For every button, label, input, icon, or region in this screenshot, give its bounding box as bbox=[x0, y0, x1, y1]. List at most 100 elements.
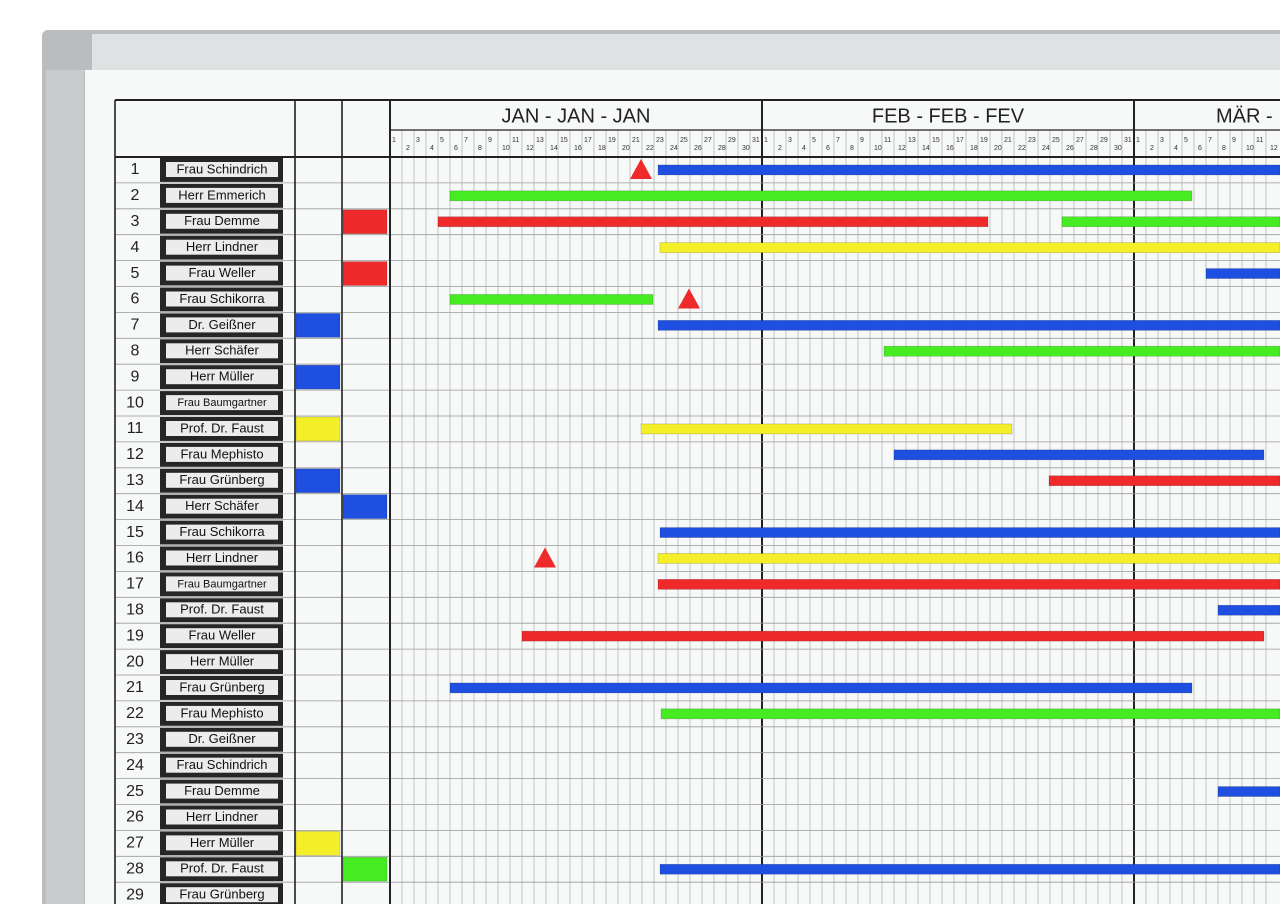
row-number: 5 bbox=[131, 265, 140, 282]
row-number: 19 bbox=[126, 627, 144, 644]
day-number: 1 bbox=[764, 137, 768, 144]
row-number: 1 bbox=[131, 161, 140, 178]
marker-bar bbox=[659, 242, 1280, 253]
day-number: 3 bbox=[1160, 137, 1164, 144]
day-number: 6 bbox=[454, 145, 458, 152]
day-number: 20 bbox=[994, 145, 1002, 152]
month-title: JAN - JAN - JAN bbox=[502, 105, 651, 127]
marker-bar bbox=[640, 423, 1013, 435]
day-number: 11 bbox=[512, 137, 519, 144]
day-number: 15 bbox=[560, 137, 568, 144]
day-number: 2 bbox=[406, 145, 410, 152]
row-number: 13 bbox=[126, 472, 144, 489]
row-number: 29 bbox=[126, 886, 144, 903]
row-number: 11 bbox=[127, 420, 144, 437]
name-strip bbox=[166, 187, 278, 203]
name-strip bbox=[166, 395, 278, 411]
marker-square bbox=[295, 468, 341, 493]
name-label: Frau Baumgartner bbox=[177, 578, 267, 590]
marker-triangle bbox=[630, 158, 652, 179]
day-number: 25 bbox=[1052, 137, 1060, 144]
name-strip bbox=[166, 887, 278, 903]
marker-square bbox=[295, 831, 341, 856]
day-number: 8 bbox=[850, 145, 854, 152]
name-strip bbox=[166, 162, 278, 177]
row-number: 21 bbox=[126, 679, 144, 696]
name-strip bbox=[166, 835, 278, 851]
day-number: 31 bbox=[1124, 137, 1132, 144]
row-number: 17 bbox=[126, 576, 144, 593]
day-number: 23 bbox=[656, 137, 664, 144]
day-number: 27 bbox=[704, 137, 712, 144]
row-number: 6 bbox=[131, 291, 140, 308]
row-number: 16 bbox=[126, 550, 144, 567]
name-strip bbox=[166, 809, 278, 825]
day-number: 3 bbox=[788, 137, 792, 144]
marker-square bbox=[295, 364, 341, 390]
day-number: 7 bbox=[836, 137, 840, 144]
marker-bar bbox=[659, 863, 1280, 875]
name-strip bbox=[166, 291, 278, 307]
marker-bar bbox=[437, 216, 989, 228]
name-label: Herr Müller bbox=[190, 654, 255, 669]
marker-square bbox=[295, 416, 341, 442]
month-title: MÄR - bbox=[1216, 105, 1273, 127]
marker-bar bbox=[449, 190, 1193, 202]
day-number: 1 bbox=[1136, 137, 1140, 144]
name-label: Prof. Dr. Faust bbox=[180, 861, 264, 876]
name-strip bbox=[166, 628, 278, 644]
day-number: 18 bbox=[598, 145, 606, 152]
name-label: Frau Weller bbox=[189, 628, 257, 643]
frame-top bbox=[92, 34, 1280, 70]
day-number: 9 bbox=[1232, 137, 1236, 144]
day-number: 7 bbox=[1208, 137, 1212, 144]
name-label: Frau Baumgartner bbox=[177, 397, 267, 409]
day-number: 24 bbox=[1042, 145, 1050, 152]
marker-square bbox=[342, 494, 388, 519]
marker-square bbox=[342, 209, 388, 235]
name-strip bbox=[166, 680, 278, 695]
row-number: 20 bbox=[126, 653, 144, 670]
row-number: 7 bbox=[131, 317, 140, 334]
row-number: 28 bbox=[126, 860, 144, 877]
day-number: 11 bbox=[884, 137, 891, 144]
row-number: 23 bbox=[126, 731, 144, 748]
day-number: 10 bbox=[874, 145, 882, 152]
marker-bar bbox=[659, 527, 1280, 538]
name-strip bbox=[166, 498, 278, 514]
marker-square bbox=[295, 313, 341, 338]
day-number: 5 bbox=[1184, 137, 1188, 144]
day-number: 20 bbox=[622, 145, 630, 152]
day-number: 9 bbox=[488, 137, 492, 144]
day-number: 29 bbox=[728, 137, 736, 144]
name-strip bbox=[166, 705, 278, 721]
name-label: Frau Grünberg bbox=[179, 472, 264, 487]
name-strip bbox=[166, 757, 278, 773]
day-number: 21 bbox=[1004, 137, 1012, 144]
day-number: 2 bbox=[1150, 145, 1154, 152]
marker-bar bbox=[1048, 475, 1280, 487]
day-number: 12 bbox=[1270, 145, 1278, 152]
day-number: 18 bbox=[970, 145, 978, 152]
day-number: 16 bbox=[574, 145, 582, 152]
day-number: 9 bbox=[860, 137, 864, 144]
marker-bar bbox=[1061, 216, 1280, 228]
day-number: 11 bbox=[1256, 137, 1263, 144]
day-number: 14 bbox=[550, 145, 558, 152]
day-number: 29 bbox=[1100, 137, 1108, 144]
day-number: 6 bbox=[1198, 145, 1202, 152]
day-number: 16 bbox=[946, 145, 954, 152]
day-number: 4 bbox=[430, 145, 434, 152]
row-number: 12 bbox=[126, 446, 144, 463]
row-number: 22 bbox=[126, 705, 144, 722]
name-label: Herr Schäfer bbox=[185, 343, 259, 358]
row-number: 2 bbox=[131, 187, 140, 204]
marker-bar bbox=[883, 345, 1280, 357]
name-label: Herr Lindner bbox=[186, 550, 259, 565]
name-strip bbox=[166, 421, 278, 436]
day-number: 22 bbox=[646, 145, 654, 152]
day-number: 12 bbox=[898, 145, 906, 152]
day-number: 13 bbox=[536, 137, 544, 144]
name-label: Herr Müller bbox=[190, 369, 255, 384]
